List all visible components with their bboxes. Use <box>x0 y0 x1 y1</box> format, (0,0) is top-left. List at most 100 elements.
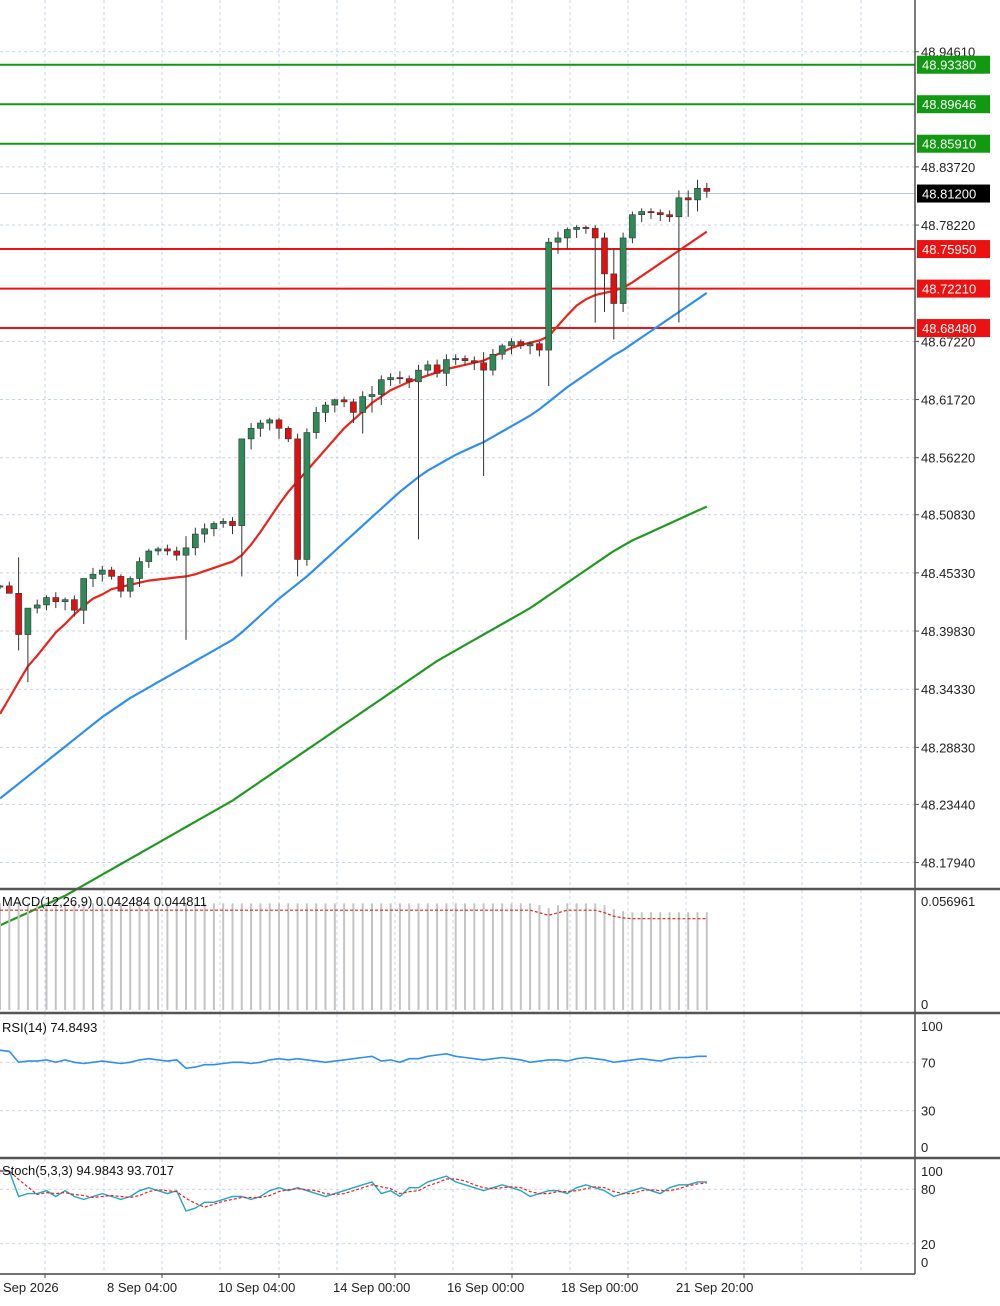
macd-signal-line <box>0 909 707 920</box>
support-tag-label: 48.72210 <box>922 282 976 297</box>
time-tick-label: 16 Sep 00:00 <box>447 1280 524 1295</box>
candle-bear <box>6 585 13 594</box>
time-tick-label: 21 Sep 20:00 <box>676 1280 753 1295</box>
candle-bull <box>145 550 153 562</box>
candle-bull <box>61 599 69 603</box>
candle-bear <box>294 438 301 560</box>
candle-bear <box>405 378 413 383</box>
candle-bear <box>229 521 236 526</box>
candle-bull <box>201 528 208 535</box>
time-tick-label: 10 Sep 04:00 <box>218 1280 295 1295</box>
candle-bull <box>182 547 190 556</box>
candle-bull <box>368 394 376 397</box>
time-tick-label: 18 Sep 00:00 <box>561 1280 638 1295</box>
candle-bull <box>154 548 162 552</box>
candle-bull <box>192 533 199 549</box>
stoch-tick-label: 100 <box>921 1164 943 1179</box>
stoch-panel: Stoch(5,3,3) 94.9843 93.7017 <box>0 1163 915 1245</box>
candle-bull <box>619 237 627 304</box>
candle-bull <box>526 343 534 347</box>
candle-bull <box>210 523 218 530</box>
time-tick-label: 8 Sep 04:00 <box>107 1280 177 1295</box>
candle-bull <box>247 428 255 440</box>
candle-bull <box>312 412 320 433</box>
candle-bull <box>377 379 385 395</box>
support-tag <box>917 279 990 298</box>
candle-bull <box>424 364 432 371</box>
rsi-tick-label: 30 <box>921 1104 935 1119</box>
rsi-tick-label: 100 <box>921 1019 943 1034</box>
support-tag <box>917 240 990 259</box>
candle-bull <box>0 585 4 588</box>
stoch-k-line <box>0 1170 707 1212</box>
candle-bull <box>498 345 506 355</box>
support-tag-label: 48.68480 <box>922 321 976 336</box>
time-tick-label: Sep 2026 <box>3 1280 59 1295</box>
price-tick-label: 48.61720 <box>921 393 975 408</box>
rsi-label: RSI(14) 74.8493 <box>2 1020 97 1035</box>
candle-bull <box>257 422 264 429</box>
stoch-tick-label: 80 <box>921 1182 935 1197</box>
candle-bear <box>52 597 60 603</box>
candle-bull <box>387 377 394 380</box>
candle-bull <box>238 438 246 526</box>
candle-bull <box>563 229 571 239</box>
candle-bull <box>331 399 339 406</box>
rsi-tick-label: 0 <box>921 1140 928 1155</box>
candle-bear <box>684 197 692 201</box>
rsi-line <box>0 1049 707 1070</box>
price-tick-label: 48.34330 <box>921 682 975 697</box>
rsi-panel: RSI(14) 74.8493 <box>0 1020 915 1112</box>
level-tags: 48.93380 48.89646 48.85910 48.75950 48.72210… <box>917 55 990 338</box>
candle-bear <box>517 341 525 347</box>
price-tick-label: 48.28830 <box>921 740 975 755</box>
candle-bear <box>536 343 543 351</box>
candle-bull <box>126 578 134 592</box>
resistance-tag-label: 48.89646 <box>922 97 976 112</box>
stoch-tick-label: 20 <box>921 1237 935 1252</box>
price-axis: 48.9461048.8372048.7822048.6722048.61720… <box>915 45 975 1270</box>
price-levels <box>0 63 915 330</box>
candle-bear <box>610 273 618 304</box>
price-tick-label: 48.39830 <box>921 624 975 639</box>
ma-mid-line <box>0 291 708 800</box>
candle-bull <box>33 604 41 609</box>
candle-bear <box>173 550 180 556</box>
candle-bear <box>396 377 404 380</box>
candle-bear <box>656 212 664 215</box>
candle-bull <box>80 578 87 611</box>
candle-bull <box>415 369 422 383</box>
candle-bear <box>582 227 590 229</box>
candle-bear <box>480 362 487 371</box>
candle-bull <box>489 353 497 371</box>
candle-bear <box>470 360 478 364</box>
candles <box>0 179 711 683</box>
time-tick-label: 14 Sep 00:00 <box>333 1280 410 1295</box>
candle-bear <box>601 237 608 275</box>
candle-bear <box>340 399 348 403</box>
candle-bull <box>359 396 367 413</box>
price-tick-label: 48.45330 <box>921 566 975 581</box>
candle-bull <box>303 432 311 560</box>
resistance-tag <box>917 55 990 74</box>
candle-bull <box>89 573 97 579</box>
candle-bear <box>71 599 78 611</box>
candle-bull <box>266 419 274 424</box>
candle-bear <box>15 592 22 635</box>
resistance-tag-label: 48.85910 <box>922 137 976 152</box>
candle-bull <box>99 569 106 575</box>
candle-bear <box>647 211 655 214</box>
candle-bull <box>629 214 636 239</box>
current-price-tag <box>917 184 990 203</box>
candle-bull <box>508 341 515 347</box>
candle-bull <box>443 359 450 374</box>
candle-bull <box>136 561 143 579</box>
rsi-tick-label: 70 <box>921 1055 935 1070</box>
price-tick-label: 48.78220 <box>921 218 975 233</box>
candle-bull <box>452 358 460 361</box>
panel-frames <box>0 0 1000 1275</box>
price-tick-label: 48.23440 <box>921 797 975 812</box>
